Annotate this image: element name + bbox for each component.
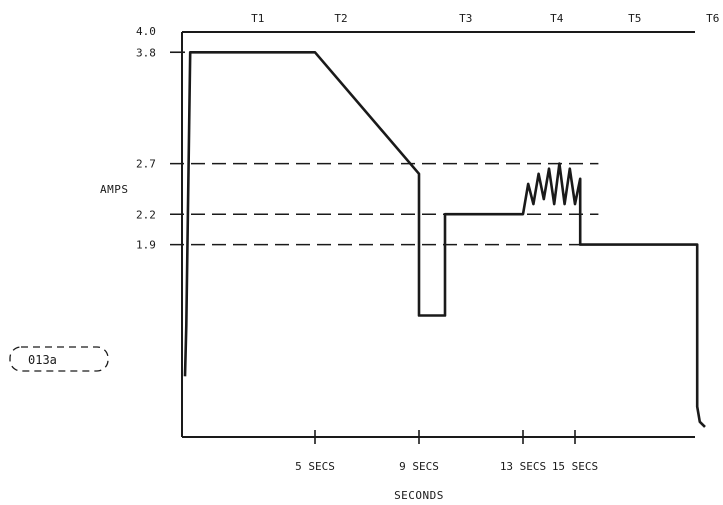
x-tick-labels: 5 SECS 9 SECS 13 SECS 15 SECS: [295, 430, 598, 473]
x-axis-title: SECONDS: [394, 489, 444, 502]
x-tick-label: 9 SECS: [399, 460, 439, 473]
phase-label: T1: [251, 12, 264, 25]
axes: [170, 31, 695, 438]
reference-lines: [170, 162, 599, 246]
y-axis-title: AMPS: [100, 183, 129, 196]
x-tick-label: 13 SECS: [500, 460, 546, 473]
y-tick-labels: 4.0 3.8 2.7 2.2 1.9: [136, 25, 156, 252]
phase-label: T3: [459, 12, 472, 25]
y-tick-label: 3.8: [136, 46, 156, 59]
phase-label: T6: [706, 12, 719, 25]
y-tick-label: 4.0: [136, 25, 156, 38]
phase-labels: T1 T2 T3 T4 T5 T6: [251, 12, 719, 25]
figure-label-text: 013a: [28, 353, 57, 367]
figure-label-box: [9, 346, 109, 372]
y-tick-label: 2.2: [136, 208, 156, 221]
x-tick-label: 5 SECS: [295, 460, 335, 473]
phase-label: T2: [334, 12, 347, 25]
phase-label: T4: [550, 12, 564, 25]
y-tick-label: 2.7: [136, 158, 156, 171]
figure-label: 013a: [9, 346, 109, 372]
y-tick-label: 1.9: [136, 239, 156, 252]
x-tick-label: 15 SECS: [552, 460, 598, 473]
phase-label: T5: [628, 12, 641, 25]
current-trace: [183, 50, 706, 428]
series-line: [183, 50, 706, 428]
